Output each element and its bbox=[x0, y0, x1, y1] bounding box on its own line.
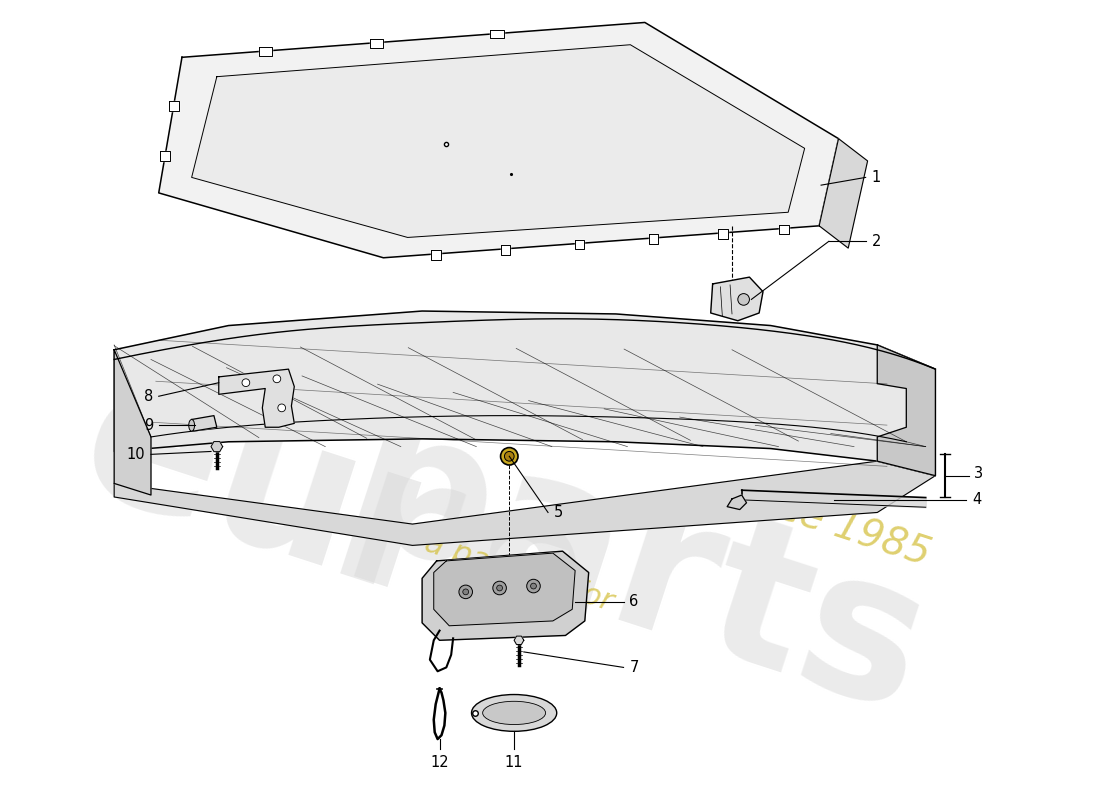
Polygon shape bbox=[114, 350, 151, 495]
Polygon shape bbox=[219, 369, 295, 427]
Circle shape bbox=[500, 447, 518, 465]
Text: parts: parts bbox=[322, 388, 948, 757]
Ellipse shape bbox=[483, 702, 546, 725]
Polygon shape bbox=[114, 461, 935, 546]
Text: since 1985: since 1985 bbox=[722, 471, 936, 573]
Polygon shape bbox=[433, 553, 575, 626]
Text: 11: 11 bbox=[505, 754, 524, 770]
Polygon shape bbox=[500, 245, 510, 254]
Circle shape bbox=[463, 589, 469, 594]
Circle shape bbox=[493, 582, 506, 594]
Polygon shape bbox=[574, 239, 584, 250]
Polygon shape bbox=[191, 45, 804, 238]
Polygon shape bbox=[211, 442, 222, 452]
Circle shape bbox=[505, 451, 514, 461]
Text: 1: 1 bbox=[871, 170, 881, 185]
Polygon shape bbox=[422, 551, 588, 640]
Polygon shape bbox=[711, 277, 763, 321]
Circle shape bbox=[527, 579, 540, 593]
Text: euro: euro bbox=[58, 342, 612, 687]
Polygon shape bbox=[191, 416, 217, 431]
Circle shape bbox=[738, 294, 749, 306]
Text: 9: 9 bbox=[144, 418, 153, 433]
Text: 3: 3 bbox=[975, 466, 983, 482]
Ellipse shape bbox=[189, 419, 195, 431]
Text: 8: 8 bbox=[144, 389, 153, 404]
Circle shape bbox=[459, 585, 473, 598]
Text: 6: 6 bbox=[629, 594, 639, 609]
Polygon shape bbox=[820, 138, 868, 248]
Polygon shape bbox=[114, 311, 935, 476]
Circle shape bbox=[530, 583, 537, 589]
Polygon shape bbox=[649, 234, 659, 244]
Text: a passion for: a passion for bbox=[421, 528, 617, 617]
Text: 10: 10 bbox=[126, 447, 145, 462]
Polygon shape bbox=[718, 229, 728, 238]
Polygon shape bbox=[161, 151, 170, 161]
Text: 2: 2 bbox=[871, 234, 881, 249]
Text: 4: 4 bbox=[972, 492, 981, 507]
Polygon shape bbox=[727, 495, 747, 510]
Polygon shape bbox=[258, 47, 272, 56]
Polygon shape bbox=[169, 101, 178, 110]
Circle shape bbox=[273, 375, 280, 382]
Text: 7: 7 bbox=[629, 660, 639, 675]
Text: 12: 12 bbox=[430, 754, 449, 770]
Polygon shape bbox=[370, 39, 383, 47]
Circle shape bbox=[497, 585, 503, 591]
Circle shape bbox=[242, 379, 250, 386]
Polygon shape bbox=[490, 30, 504, 38]
Polygon shape bbox=[780, 225, 789, 234]
Polygon shape bbox=[514, 636, 524, 645]
Ellipse shape bbox=[472, 694, 557, 731]
Text: 5: 5 bbox=[553, 505, 563, 520]
Polygon shape bbox=[158, 22, 838, 258]
Circle shape bbox=[278, 404, 286, 412]
Polygon shape bbox=[878, 345, 935, 476]
Polygon shape bbox=[431, 250, 440, 260]
